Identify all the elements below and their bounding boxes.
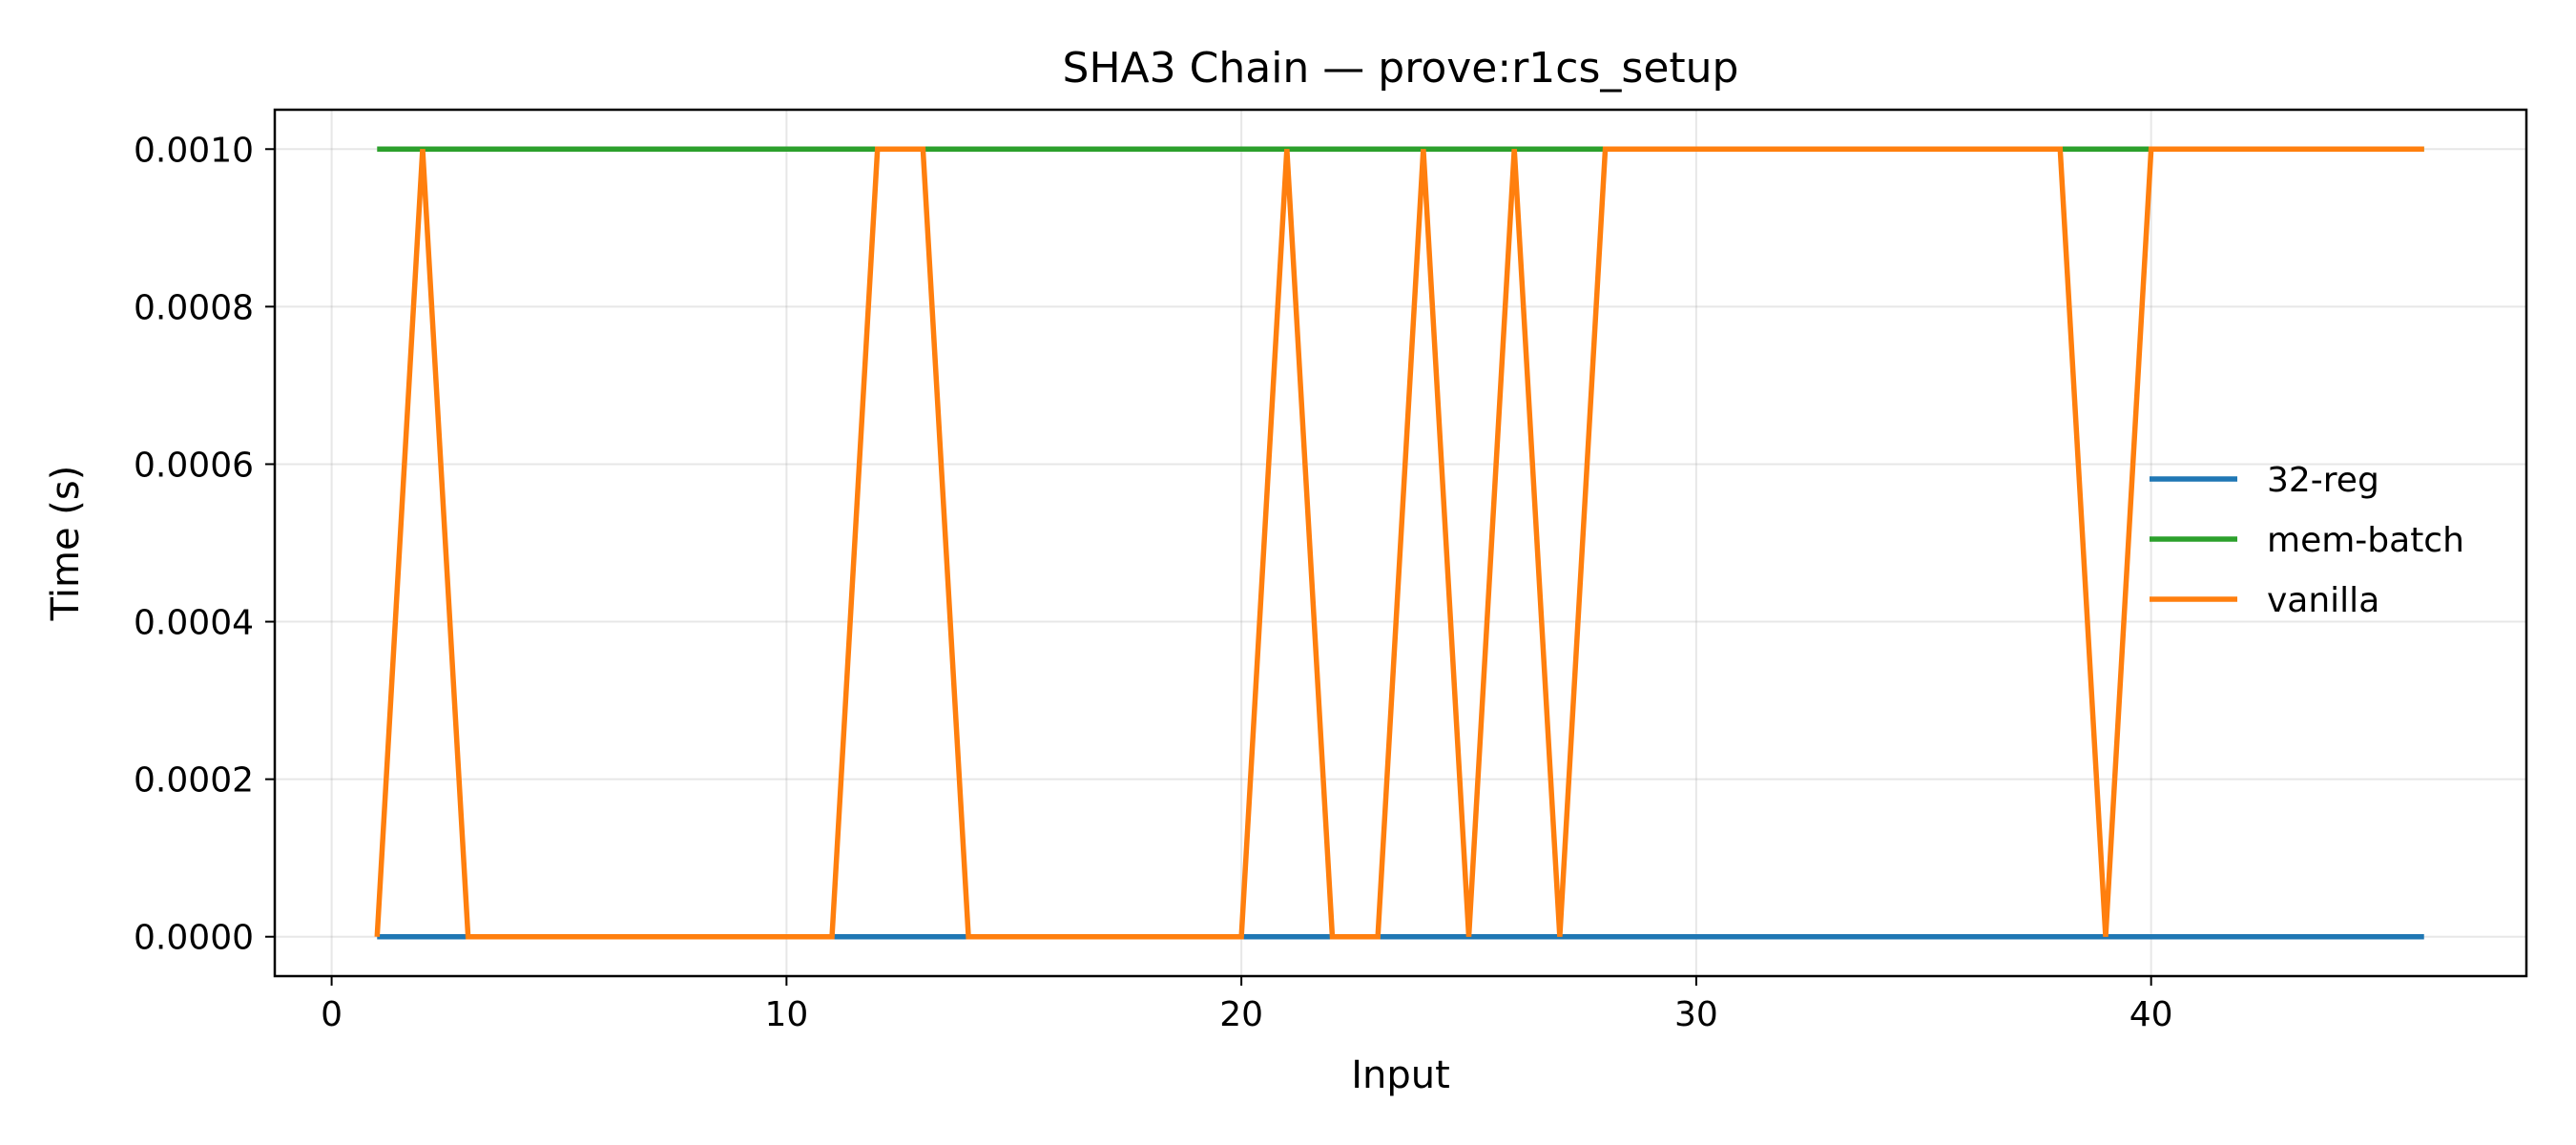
legend: 32-reg mem-batch vanilla — [2150, 461, 2464, 620]
x-tick-label: 30 — [1674, 995, 1718, 1034]
x-tick-label: 20 — [1219, 995, 1263, 1034]
plot-frame — [273, 108, 2528, 978]
legend-label-vanilla: vanilla — [2267, 581, 2379, 620]
y-axis-ticks: 0.0000 0.0002 0.0004 0.0006 0.0008 0.0010 — [134, 131, 275, 958]
chart-title: SHA3 Chain — prove:r1cs_setup — [1063, 44, 1739, 93]
x-tick-label: 40 — [2129, 995, 2173, 1034]
y-tick-label: 0.0008 — [134, 288, 254, 327]
series-lines — [374, 146, 2424, 940]
x-axis-label: Input — [1351, 1053, 1450, 1097]
y-axis-label: Time (s) — [44, 466, 88, 622]
x-tick-label: 0 — [321, 995, 343, 1034]
y-tick-label: 0.0006 — [134, 446, 254, 485]
series-line-vanilla — [374, 146, 2424, 940]
legend-label-mem-batch: mem-batch — [2267, 521, 2464, 560]
y-tick-label: 0.0002 — [134, 761, 254, 801]
x-axis-ticks: 0 10 20 30 40 — [321, 976, 2173, 1034]
y-tick-label: 0.0000 — [134, 919, 254, 958]
y-tick-label: 0.0010 — [134, 131, 254, 170]
y-tick-label: 0.0004 — [134, 604, 254, 643]
x-tick-label: 10 — [764, 995, 808, 1034]
legend-label-32-reg: 32-reg — [2267, 461, 2379, 500]
